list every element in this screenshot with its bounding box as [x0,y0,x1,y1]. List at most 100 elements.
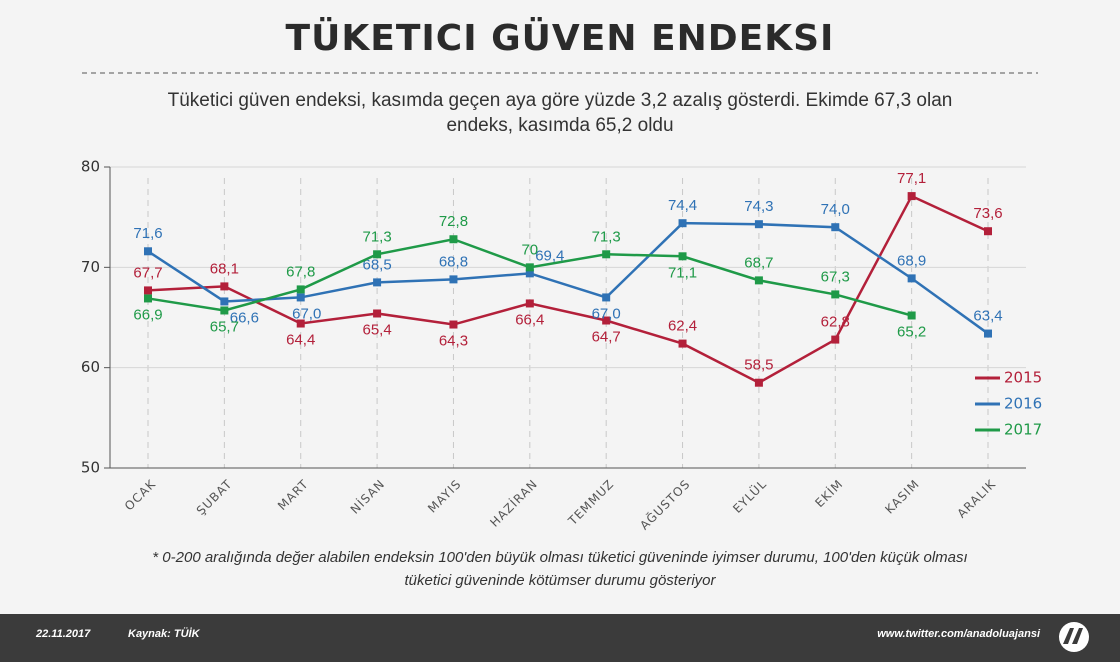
website: www.twitter.com/anadoluajansi [877,628,1040,640]
point-marker [449,275,458,284]
point-marker [754,220,763,229]
data-label: 68,1 [210,260,239,277]
data-label: 69,4 [535,247,564,264]
point-marker [525,263,534,272]
point-marker [831,223,840,232]
x-tick-label: HAZİRAN [487,476,541,530]
data-label: 77,1 [897,170,926,187]
y-tick-label: 70 [81,258,100,276]
data-label: 71,3 [362,228,391,245]
data-label: 64,4 [286,331,315,348]
data-label: 71,6 [133,225,162,242]
data-label: 67,0 [592,305,621,322]
y-tick-label: 60 [81,358,100,376]
x-tick-label: TEMMUZ [565,477,617,529]
point-marker [907,311,916,320]
data-label: 66,4 [515,311,544,328]
data-label: 65,7 [210,318,239,335]
point-marker [525,299,534,308]
data-label: 66,6 [230,309,259,326]
data-label: 67,8 [286,263,315,280]
data-label: 71,3 [592,228,621,245]
point-marker [525,269,534,278]
legend-label: 2015 [1004,369,1042,387]
point-marker [296,285,305,294]
data-label: 65,2 [897,323,926,340]
point-marker [373,278,382,287]
point-marker [144,247,152,256]
y-tick-label: 50 [81,459,100,477]
data-label: 58,5 [744,357,773,374]
point-marker [144,286,152,295]
legend-label: 2016 [1004,395,1042,413]
point-marker [373,250,382,259]
point-marker [984,329,992,338]
x-tick-label: ARALIK [954,477,998,521]
data-label: 74,3 [744,198,773,215]
x-tick-label: OCAK [122,477,159,514]
point-marker [220,306,229,315]
point-marker [831,290,840,299]
data-label: 67,3 [821,268,850,285]
point-marker [831,335,840,344]
point-marker [296,319,305,328]
series-line [147,221,989,335]
y-tick-label: 80 [81,158,100,176]
point-marker [907,274,916,283]
point-marker [296,293,305,302]
data-label: 74,4 [668,197,697,214]
point-marker [602,293,611,302]
point-marker [754,276,763,285]
date: 22.11.2017 [36,628,91,640]
data-label: 62,4 [668,318,697,335]
x-tick-label: MART [275,477,311,513]
point-marker [602,250,611,259]
chart-title: TÜKETICI GÜVEN ENDEKSI [285,18,835,59]
point-marker [373,309,382,318]
point-marker [754,378,763,387]
data-label: 71,1 [668,264,697,281]
data-label: 65,4 [362,321,391,338]
x-tick-label: KASIM [882,477,922,517]
point-marker [449,235,458,244]
aa-logo [1059,622,1089,652]
point-marker [678,339,687,348]
data-label: 64,3 [439,332,468,349]
source: Kaynak: TÜİK [128,628,200,640]
x-tick-label: EYLÜL [729,475,770,516]
point-marker [602,316,611,325]
data-label: 62,8 [821,314,850,331]
chart-subtitle: Tüketici güven endeksi, kasımda geçen ay… [167,90,953,136]
point-marker [449,320,458,329]
x-tick-label: ŞUBAT [194,477,235,518]
data-label: 70 [521,241,538,258]
data-label: 73,6 [973,205,1002,222]
data-label: 68,8 [439,253,468,270]
series-line [147,194,989,385]
data-label: 68,5 [362,256,391,273]
x-tick-label: MAYIS [425,477,464,516]
footnote: * 0-200 aralığında değer alabilen endeks… [152,549,968,589]
point-marker [220,297,229,306]
point-marker [144,294,152,303]
point-marker [907,192,916,201]
data-label: 67,0 [292,305,321,322]
point-marker [220,282,229,291]
data-label: 68,9 [897,252,926,269]
point-marker [984,227,992,236]
data-label: 64,7 [592,328,621,345]
data-label: 74,0 [821,201,850,218]
point-marker [678,252,687,261]
point-marker [678,219,687,228]
footer-bar [0,614,1120,662]
x-tick-label: NİSAN [347,476,388,517]
data-label: 67,7 [133,264,162,281]
data-label: 68,7 [744,254,773,271]
legend-label: 2017 [1004,421,1042,439]
data-label: 66,9 [133,306,162,323]
x-tick-label: EKİM [812,476,846,510]
data-label: 63,4 [973,308,1002,325]
x-tick-label: AĞUSTOS [637,476,694,533]
